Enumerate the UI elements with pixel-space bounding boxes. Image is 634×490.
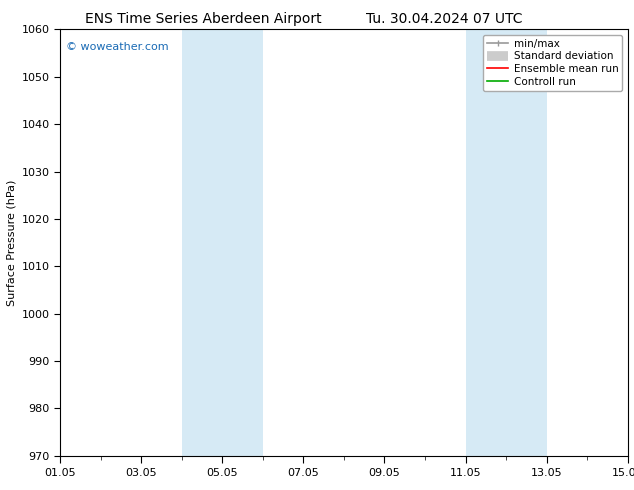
Y-axis label: Surface Pressure (hPa): Surface Pressure (hPa) bbox=[6, 179, 16, 306]
Text: Tu. 30.04.2024 07 UTC: Tu. 30.04.2024 07 UTC bbox=[366, 12, 522, 26]
Text: ENS Time Series Aberdeen Airport: ENS Time Series Aberdeen Airport bbox=[84, 12, 321, 26]
Bar bbox=[465, 29, 547, 456]
Bar bbox=[182, 29, 263, 456]
Text: © woweather.com: © woweather.com bbox=[66, 42, 169, 52]
Legend: min/max, Standard deviation, Ensemble mean run, Controll run: min/max, Standard deviation, Ensemble me… bbox=[483, 35, 623, 91]
